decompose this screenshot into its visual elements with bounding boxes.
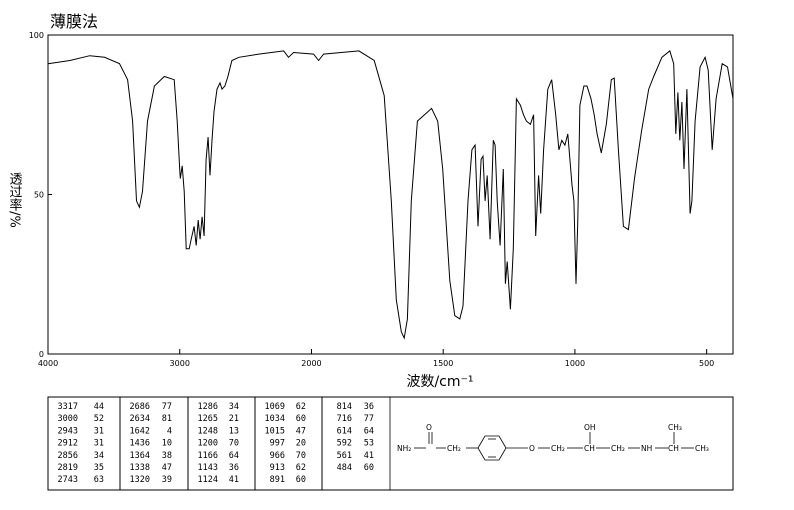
peak-wavenumber: 561	[337, 451, 352, 461]
x-tick-label: 1000	[565, 359, 585, 368]
structure-label: CH₃	[668, 423, 682, 432]
peak-wavenumber: 2943	[58, 426, 78, 436]
structure-label: CH	[668, 444, 679, 453]
spectrum-line	[47, 50, 734, 340]
peak-transmittance: 39	[162, 475, 172, 485]
chart-title: 薄膜法	[50, 12, 98, 31]
peak-wavenumber: 1248	[198, 426, 218, 436]
peak-wavenumber: 3317	[58, 402, 78, 412]
peak-transmittance: 60	[364, 463, 374, 473]
peak-wavenumber: 2912	[58, 439, 78, 449]
peak-wavenumber: 1166	[198, 451, 218, 461]
peak-wavenumber: 1200	[198, 439, 218, 449]
peak-wavenumber: 1286	[198, 402, 218, 412]
peak-wavenumber: 2743	[58, 475, 78, 485]
structure-label: CH₃	[695, 444, 709, 453]
peak-transmittance: 21	[229, 414, 239, 424]
peak-wavenumber: 1364	[130, 451, 150, 461]
peak-transmittance: 41	[229, 475, 239, 485]
x-tick-label: 2000	[301, 359, 321, 368]
x-tick-label: 3000	[170, 359, 190, 368]
structure-label: NH₂	[397, 444, 411, 453]
structure-label: NH	[641, 444, 652, 453]
structure-label: OH	[584, 423, 596, 432]
x-tick-label: 1500	[433, 359, 453, 368]
y-tick-label: 50	[34, 191, 44, 200]
peak-table-frame	[47, 396, 734, 491]
peak-transmittance: 70	[229, 439, 239, 449]
peak-transmittance: 47	[162, 463, 172, 473]
peak-transmittance: 81	[162, 414, 172, 424]
peak-wavenumber: 3000	[58, 414, 78, 424]
peak-transmittance: 62	[296, 463, 306, 473]
peak-transmittance: 36	[229, 463, 239, 473]
structure-label: CH₂	[447, 444, 461, 453]
x-axis-label: 波数/cm⁻¹	[406, 374, 473, 390]
peak-transmittance: 77	[162, 402, 172, 412]
peak-transmittance: 52	[94, 414, 104, 424]
peak-transmittance: 13	[229, 426, 239, 436]
structure-label: O	[529, 444, 535, 453]
peak-wavenumber: 1124	[198, 475, 218, 485]
peak-transmittance: 70	[296, 451, 306, 461]
peak-wavenumber: 1265	[198, 414, 218, 424]
peak-wavenumber: 2856	[58, 451, 78, 461]
peak-transmittance: 36	[364, 402, 374, 412]
peak-transmittance: 47	[296, 426, 306, 436]
peak-wavenumber: 2686	[130, 402, 150, 412]
y-tick-label: 0	[39, 350, 44, 359]
peak-transmittance: 31	[94, 439, 104, 449]
peak-transmittance: 60	[296, 414, 306, 424]
peak-wavenumber: 1320	[130, 475, 150, 485]
peak-transmittance: 20	[296, 439, 306, 449]
peak-wavenumber: 1338	[130, 463, 150, 473]
peak-wavenumber: 2819	[58, 463, 78, 473]
structure-label: CH₂	[551, 444, 565, 453]
peak-transmittance: 53	[364, 439, 374, 449]
peak-transmittance: 44	[94, 402, 104, 412]
peak-wavenumber: 592	[337, 439, 352, 449]
peak-wavenumber: 1436	[130, 439, 150, 449]
peak-wavenumber: 1642	[130, 426, 150, 436]
peak-wavenumber: 891	[270, 475, 285, 485]
peak-wavenumber: 614	[337, 426, 352, 436]
peak-transmittance: 77	[364, 414, 374, 424]
peak-transmittance: 60	[296, 475, 306, 485]
structure-label: CH₂	[611, 444, 625, 453]
y-axis-label: 透过率/%	[7, 172, 23, 228]
structure: NH₂ O CH₂ O CH₂ OH CH CH₂ NH CH₃ CH CH₃	[397, 423, 709, 461]
x-tick-label: 4000	[38, 359, 58, 368]
peak-wavenumber: 1143	[198, 463, 218, 473]
peak-transmittance: 64	[364, 426, 374, 436]
peak-transmittance: 34	[94, 451, 104, 461]
peak-transmittance: 4	[167, 426, 172, 436]
structure-label: CH	[584, 444, 595, 453]
peak-transmittance: 10	[162, 439, 172, 449]
peak-wavenumber: 1034	[265, 414, 285, 424]
peak-wavenumber: 716	[337, 414, 352, 424]
peak-transmittance: 62	[296, 402, 306, 412]
peak-wavenumber: 484	[337, 463, 352, 473]
peak-transmittance: 31	[94, 426, 104, 436]
peak-wavenumber: 997	[270, 439, 285, 449]
peak-transmittance: 34	[229, 402, 239, 412]
x-tick-label: 500	[699, 359, 714, 368]
peak-wavenumber: 966	[270, 451, 285, 461]
y-tick-label: 100	[29, 31, 44, 40]
benzene-ring	[477, 435, 507, 461]
structure-label: O	[426, 423, 432, 432]
peak-wavenumber: 814	[337, 402, 352, 412]
peak-wavenumber: 913	[270, 463, 285, 473]
peak-wavenumber: 2634	[130, 414, 150, 424]
peak-transmittance: 41	[364, 451, 374, 461]
peak-wavenumber: 1069	[265, 402, 285, 412]
peak-transmittance: 35	[94, 463, 104, 473]
peak-transmittance: 64	[229, 451, 239, 461]
peak-wavenumber: 1015	[265, 426, 285, 436]
peak-transmittance: 63	[94, 475, 104, 485]
peak-transmittance: 38	[162, 451, 172, 461]
